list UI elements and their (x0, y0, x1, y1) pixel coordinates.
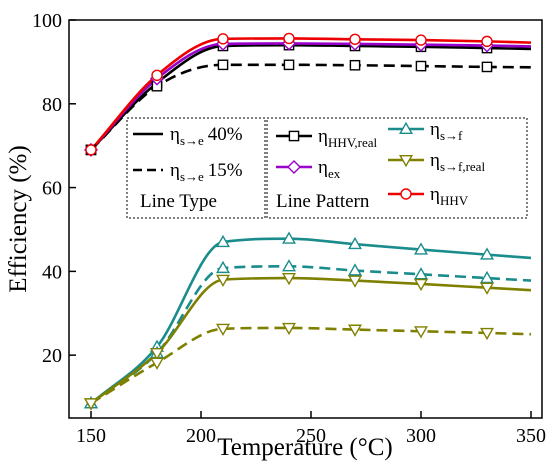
data-point (215, 234, 231, 248)
legend-pattern-label: ηs→f,real (430, 150, 485, 174)
x-axis-title: Temperature (°C) (217, 434, 393, 461)
data-point (481, 35, 493, 48)
data-point (281, 259, 297, 272)
legend-pattern-title: Line Pattern (276, 191, 370, 212)
data-point (349, 59, 361, 71)
data-point (215, 274, 231, 287)
x-tick-label: 350 (516, 425, 546, 447)
data-point (283, 59, 295, 71)
data-point (281, 322, 297, 336)
data-point (347, 275, 363, 288)
data-point (413, 278, 429, 292)
legend-type-label: ηs→e 15% (170, 160, 243, 184)
legend-pattern-label: ηs→f (430, 119, 463, 143)
data-point (481, 61, 493, 73)
data-point (347, 324, 363, 337)
legend-marker (398, 154, 414, 168)
legend-marker (400, 188, 412, 200)
legend-marker (287, 160, 301, 174)
y-tick-label: 100 (32, 10, 62, 32)
series-line-5 (90, 265, 532, 405)
data-point (149, 348, 165, 361)
data-point (85, 144, 97, 156)
x-tick-label: 300 (406, 425, 436, 447)
y-tick-label: 60 (42, 178, 62, 200)
x-tick-label: 250 (296, 425, 326, 447)
data-point (415, 34, 427, 46)
data-point (217, 59, 229, 71)
y-tick-label: 80 (42, 94, 62, 116)
data-point (415, 60, 427, 72)
data-point (281, 273, 297, 286)
marker-layer (83, 32, 495, 411)
data-point (479, 282, 495, 295)
legend-line-pattern: ηHHV,real ηs→f ηex ηs→f,real ηHHV Line Patter… (266, 117, 528, 219)
legend-line-type: ηs→e 40% ηs→e 15% Line Type (126, 117, 266, 219)
data-point (413, 267, 429, 280)
legend-pattern-label: ηHHV (430, 184, 469, 208)
tick-layer: 150 200 250 300 350 20 40 60 80 100 (32, 10, 546, 447)
y-tick-label: 20 (42, 345, 62, 367)
legend-pattern-label: ηHHV,real (318, 126, 378, 150)
legend-type-title: Line Type (140, 191, 217, 212)
data-point (283, 32, 295, 45)
legend-marker (398, 121, 414, 135)
data-point (347, 236, 363, 250)
data-point (215, 323, 231, 336)
data-point (413, 242, 429, 255)
data-point (217, 33, 229, 45)
data-point (479, 270, 495, 284)
y-tick-label: 40 (42, 261, 62, 283)
data-point (413, 326, 429, 339)
legend-pattern-label: ηex (318, 157, 341, 181)
plot-frame (68, 19, 543, 419)
series-line-7 (90, 326, 532, 405)
legend-type-label: ηs→e 40% (170, 124, 243, 148)
x-tick-label: 150 (76, 425, 106, 447)
data-point (479, 327, 495, 341)
x-tick-label: 200 (186, 425, 216, 447)
series-line-4 (90, 237, 532, 405)
data-point (149, 357, 165, 370)
data-point (281, 231, 297, 244)
data-point (347, 263, 363, 276)
y-axis-title: Efficiency (%) (5, 145, 32, 292)
data-point (215, 260, 231, 274)
data-point (83, 398, 99, 411)
legend-marker (288, 130, 300, 142)
data-point (479, 247, 495, 260)
data-point (349, 33, 361, 45)
data-point (151, 69, 163, 82)
